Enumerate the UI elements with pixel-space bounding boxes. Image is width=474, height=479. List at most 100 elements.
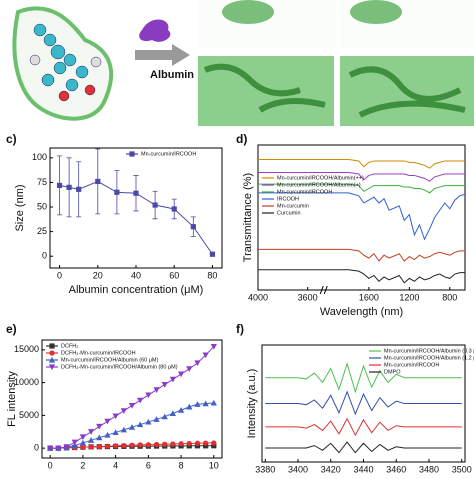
x-tick-label: 20	[93, 270, 103, 280]
panel-label: e)	[6, 322, 17, 336]
marker	[202, 400, 209, 407]
marker	[209, 251, 216, 257]
albumin-icon	[139, 19, 171, 42]
marker	[145, 392, 152, 399]
x-tick-label: 3500	[452, 464, 472, 474]
marker	[211, 443, 217, 449]
marker	[186, 366, 193, 372]
marker	[145, 442, 151, 448]
marker	[161, 413, 168, 420]
marker	[153, 441, 160, 448]
marker	[71, 439, 78, 446]
marker	[114, 189, 120, 195]
y-tick-label: 0	[42, 251, 47, 261]
series-line	[258, 159, 465, 169]
marker	[202, 352, 209, 359]
helices	[203, 63, 466, 118]
marker	[137, 397, 144, 404]
x-axis-label: Albumin concentration (μM)	[69, 284, 204, 296]
marker	[87, 429, 95, 435]
marker	[178, 441, 184, 447]
marker	[104, 431, 111, 438]
marker	[210, 343, 217, 350]
legend-label: Mn-curcumin/IRCOOH	[277, 189, 332, 195]
x-tick-label: 3460	[386, 464, 406, 474]
y-tick-label: 75	[37, 177, 47, 187]
y-axis-label: Transmittance (%)	[242, 173, 254, 262]
legend-label: Mn-curcumin/IRCOOH/Albumin (1.2 μM)	[384, 355, 474, 361]
marker	[203, 443, 209, 449]
x-tick-label: 3420	[321, 464, 341, 474]
x-axis-label: Wavelength (nm)	[320, 306, 403, 318]
series-line	[258, 183, 465, 194]
molecule	[29, 23, 102, 102]
legend-label: Mn-curcumin/IRCOOH/Albumin (60 μM)	[61, 357, 158, 363]
marker	[104, 418, 111, 425]
legend-label: Mn-curcumin/IRCOOH	[141, 151, 196, 157]
marker	[171, 206, 177, 212]
x-tick-label: 10	[209, 460, 219, 470]
x-tick-label: 2	[80, 460, 85, 470]
albumin-label: Albumin	[150, 69, 194, 81]
protein	[350, 0, 402, 24]
x-tick-label: 3380	[255, 464, 275, 474]
plot-frame	[41, 339, 223, 459]
panel-label: c)	[6, 132, 17, 146]
top-illustration: Albumin	[12, 0, 474, 126]
x-tick-label: 1600	[359, 292, 379, 302]
marker	[88, 444, 94, 450]
marker	[210, 399, 217, 406]
marker	[76, 186, 82, 192]
marker	[152, 202, 158, 208]
legend-label: Mn-curcumin/IRCOOH/Albumin(+)	[277, 182, 361, 188]
marker	[112, 413, 119, 420]
series-line	[265, 441, 462, 454]
x-tick-label: 800	[442, 292, 457, 302]
marker	[66, 184, 72, 190]
y-tick-label: 15000	[14, 344, 39, 354]
x-tick-label: 3440	[353, 464, 373, 474]
y-axis-label: Size (nm)	[14, 184, 26, 231]
marker	[194, 401, 201, 407]
marker	[96, 423, 103, 430]
marker	[49, 350, 55, 356]
plot-frame	[257, 144, 466, 291]
panel-label: d)	[236, 132, 247, 146]
x-tick-label: 8	[179, 460, 184, 470]
legend-label: Mn-curcumin/IRCOOH	[384, 362, 439, 368]
marker	[145, 418, 152, 425]
marker	[211, 440, 217, 446]
legend-label: DCFH₂-Mn-curcumin/IRCOOH	[61, 350, 136, 356]
marker	[48, 364, 56, 371]
y-tick-label: 10000	[14, 377, 39, 387]
marker	[113, 443, 119, 449]
marker	[112, 429, 119, 436]
legend-label: Curcumin	[277, 210, 301, 216]
marker	[186, 440, 192, 447]
y-tick-label: 100	[32, 152, 47, 162]
y-axis-label: Intensity (a.u.)	[246, 369, 258, 439]
marker	[162, 441, 168, 447]
marker	[128, 402, 136, 409]
marker	[194, 360, 201, 367]
x-tick-label: 60	[169, 270, 179, 280]
marker	[121, 442, 127, 449]
x-tick-label: 6	[146, 460, 151, 470]
marker	[186, 403, 193, 410]
marker	[55, 445, 62, 452]
x-tick-label: 4000	[248, 292, 268, 302]
marker	[129, 151, 135, 157]
marker	[190, 224, 196, 230]
x-tick-label: 1200	[399, 292, 419, 302]
marker	[128, 424, 136, 430]
marker	[49, 343, 55, 349]
x-tick-label: 40	[131, 270, 141, 280]
series-line	[59, 180, 213, 255]
arrow	[135, 44, 190, 66]
marker	[120, 408, 127, 414]
marker	[120, 426, 127, 433]
marker	[153, 416, 160, 422]
marker	[47, 445, 54, 452]
series-line	[265, 362, 462, 394]
